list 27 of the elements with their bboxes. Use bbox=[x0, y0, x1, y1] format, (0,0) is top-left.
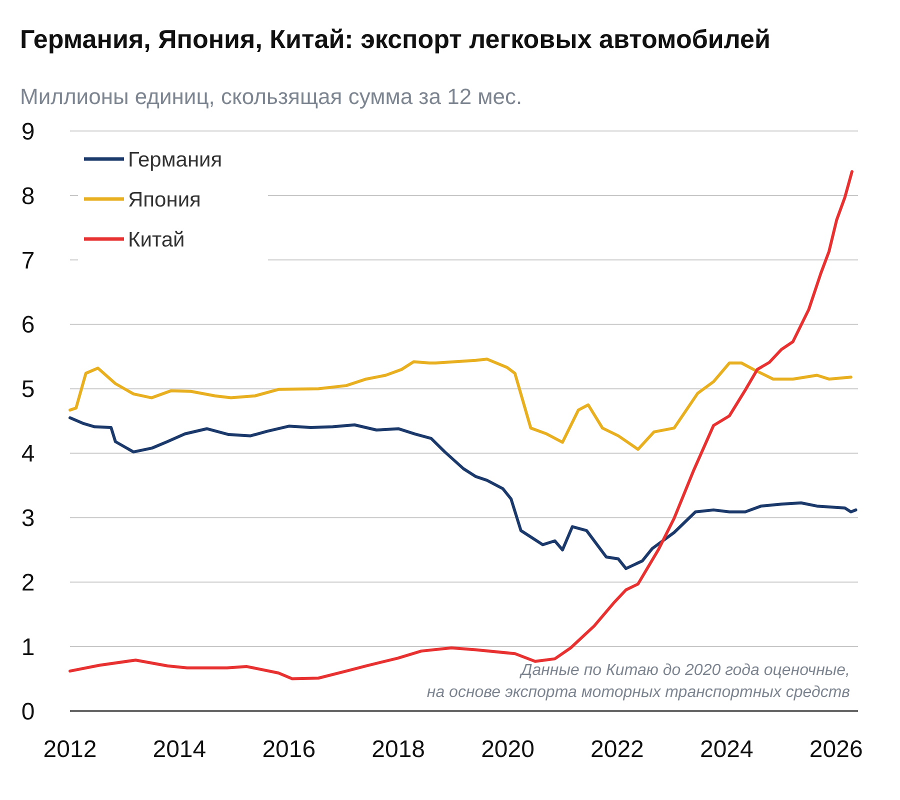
y-tick-label: 8 bbox=[21, 182, 35, 210]
y-tick-label: 2 bbox=[21, 570, 35, 597]
annotation: Данные по Китаю до 2020 года оценочные, на основе экспорта моторных транспортных средств bbox=[426, 662, 850, 701]
line-series bbox=[68, 170, 854, 680]
y-tick-label: 4 bbox=[21, 440, 35, 468]
x-tick-label: 2022 bbox=[590, 736, 644, 763]
x-tick-label: 2014 bbox=[152, 736, 206, 763]
y-tick-label: 0 bbox=[21, 698, 35, 726]
legend-label: Китай bbox=[128, 228, 185, 252]
x-tick-label: 2018 bbox=[372, 736, 426, 763]
legend-label: Япония bbox=[128, 188, 201, 212]
y-tick-label: 1 bbox=[21, 634, 35, 661]
line-series bbox=[68, 358, 852, 451]
y-tick-label: 9 bbox=[21, 118, 35, 146]
y-tick-label: 5 bbox=[21, 376, 35, 404]
chart-title: Германия, Япония, Китай: экспорт легковых автомобилей bbox=[20, 24, 770, 54]
x-tick-label: 2012 bbox=[43, 736, 97, 763]
line-series bbox=[68, 416, 858, 570]
y-tick-label: 6 bbox=[21, 312, 35, 339]
x-tick-label: 2026 bbox=[809, 736, 863, 763]
y-tick-label: 3 bbox=[21, 505, 35, 532]
y-tick-label: 7 bbox=[21, 247, 35, 274]
x-tick-label: 2024 bbox=[700, 736, 754, 763]
x-tick-label: 2016 bbox=[262, 736, 316, 763]
chart-subtitle: Миллионы единиц, скользящая сумма за 12 мес. bbox=[20, 84, 522, 109]
legend-label: Германия bbox=[128, 148, 222, 172]
x-tick-label: 2020 bbox=[481, 736, 534, 763]
